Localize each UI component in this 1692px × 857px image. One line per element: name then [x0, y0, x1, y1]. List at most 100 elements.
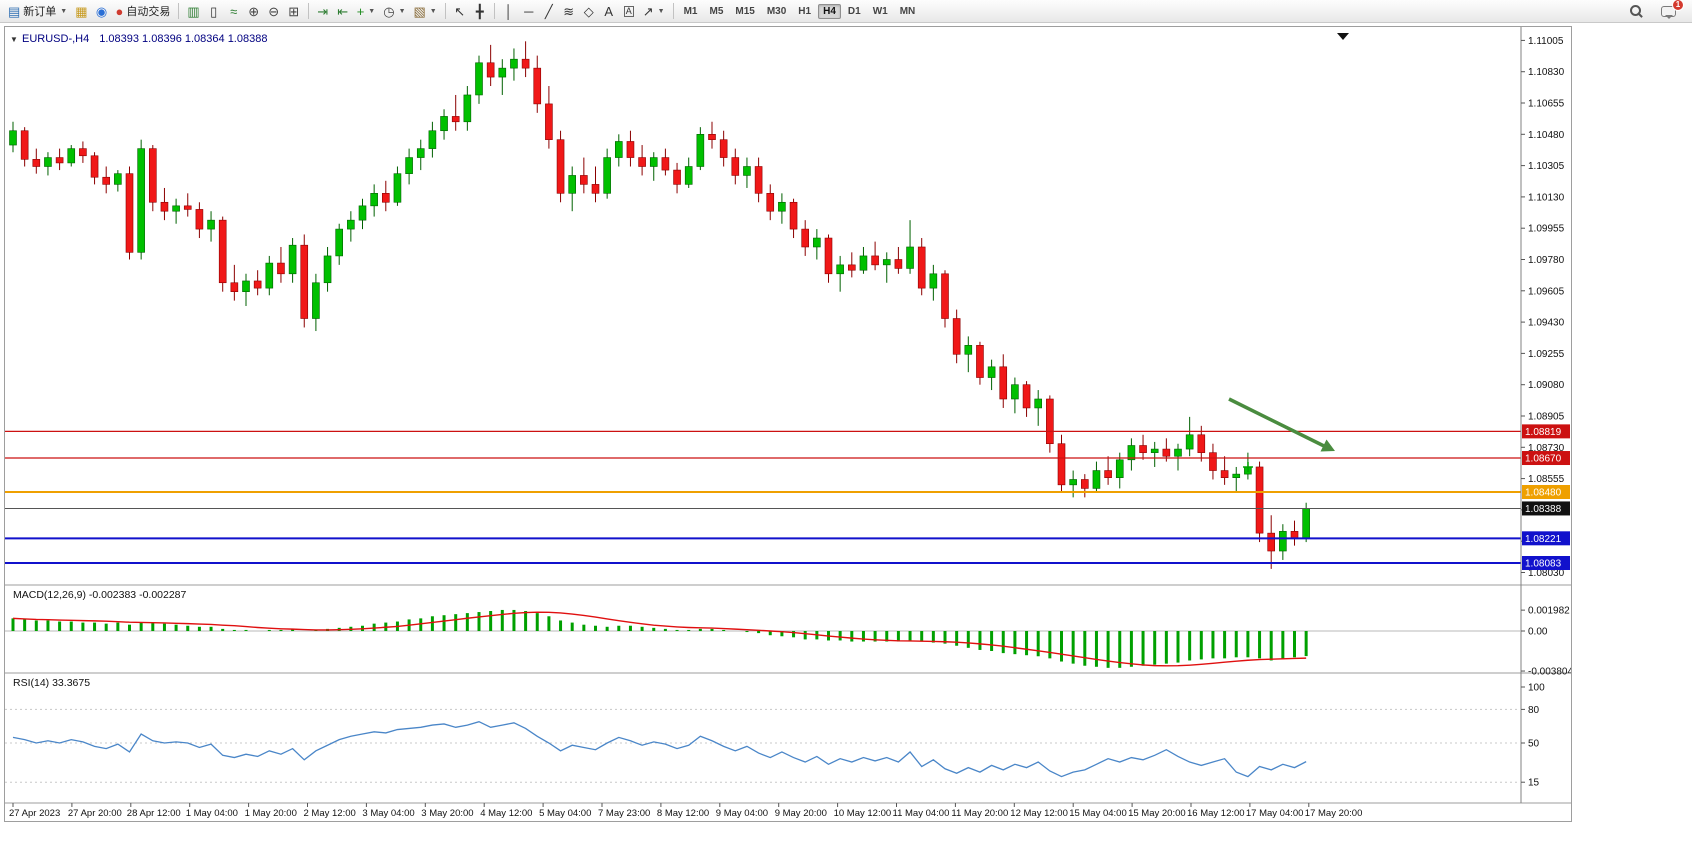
auto-scroll-icon: ⇥	[317, 3, 329, 19]
search-button[interactable]	[1626, 2, 1647, 21]
price-tick-label: 1.09430	[1528, 318, 1565, 329]
trendline-icon: ╱	[544, 3, 553, 19]
cursor-icon: ↖	[454, 3, 466, 19]
price-axis[interactable]: 1.11005 1.10830 1.10655 1.10480 1.10305 1.101…	[1521, 36, 1570, 579]
toolbar-separator	[672, 3, 674, 19]
autotrading-button[interactable]: ● 自动交易	[112, 2, 175, 21]
timeframe-m1[interactable]: M1	[683, 5, 698, 17]
toolbar-separator	[178, 3, 180, 19]
price-tick-label: 1.09605	[1528, 286, 1565, 297]
candlestick-button[interactable]: ▯	[204, 2, 224, 21]
macd-tick-label: 0.00	[1528, 627, 1548, 638]
text-label-icon: A	[623, 5, 634, 17]
timeframe-w1[interactable]: W1	[872, 5, 888, 17]
arrows-button[interactable]: ↗ ▼	[639, 2, 669, 21]
date-tick-label: 27 Apr 20:00	[68, 808, 122, 819]
price-tick-label: 1.08030	[1528, 568, 1565, 579]
new-order-button[interactable]: ▤ 新订单 ▼	[4, 2, 71, 21]
vertical-line-button[interactable]: │	[499, 2, 519, 21]
tile-windows-button[interactable]: ⊞	[284, 2, 304, 21]
date-tick-label: 9 May 04:00	[716, 808, 768, 819]
macd-tick-label: 0.001982	[1528, 606, 1570, 617]
indicators-icon: +	[356, 3, 365, 19]
price-badge	[1522, 501, 1570, 516]
bar-chart-button[interactable]: ▥	[183, 2, 203, 21]
chat-button[interactable]: 1	[1657, 0, 1684, 21]
price-badge-label: 1.08221	[1525, 534, 1562, 545]
periods-button[interactable]: ◷ ▼	[379, 2, 409, 21]
horizontal-line-icon: ─	[524, 3, 534, 19]
chevron-down-icon: ▼	[429, 7, 437, 15]
rsi-tick-label: 15	[1528, 778, 1540, 789]
price-badge-label: 1.08388	[1525, 504, 1562, 515]
date-tick-label: 27 Apr 2023	[9, 808, 60, 819]
crosshair-button[interactable]: ╋	[470, 2, 490, 21]
rsi-label: RSI(14) 33.3675	[13, 677, 90, 689]
fibonacci-button[interactable]: ≋	[559, 2, 579, 21]
timeframe-mn[interactable]: MN	[899, 5, 916, 17]
price-level-lines[interactable]	[5, 430, 1521, 565]
toolbar-right: 1	[1626, 0, 1688, 22]
chat-icon	[1661, 5, 1676, 19]
timeframe-d1[interactable]: D1	[847, 5, 861, 17]
symbol-dropdown-icon[interactable]: ▼	[10, 35, 18, 44]
arrows-icon: ↗	[642, 3, 654, 19]
toolbar-separator	[307, 3, 309, 19]
price-tick-label: 1.09955	[1528, 224, 1565, 235]
line-chart-button[interactable]: ≈	[224, 2, 244, 21]
trendline-button[interactable]: ╱	[539, 2, 559, 21]
time-marker-triangle	[1337, 33, 1349, 40]
chevron-down-icon: ▼	[398, 7, 406, 15]
date-tick-label: 4 May 12:00	[480, 808, 532, 819]
date-tick-label: 11 May 04:00	[893, 808, 950, 819]
price-badge-label: 1.08819	[1525, 427, 1562, 438]
price-tick-label: 1.10830	[1528, 67, 1565, 78]
price-badge	[1522, 556, 1570, 571]
date-tick-label: 11 May 20:00	[951, 808, 1008, 819]
shapes-button[interactable]: ◇	[579, 2, 599, 21]
annotations[interactable]	[1228, 33, 1349, 472]
cursor-button[interactable]: ↖	[450, 2, 470, 21]
auto-scroll-button[interactable]: ⇥	[313, 2, 333, 21]
horizontal-line-button[interactable]: ─	[519, 2, 539, 21]
date-tick-label: 7 May 23:00	[598, 808, 650, 819]
date-axis[interactable]: 27 Apr 2023 27 Apr 20:00 28 Apr 12:00 1 May…	[9, 803, 1362, 819]
tile-windows-icon: ⊞	[288, 3, 300, 19]
shapes-icon: ◇	[583, 3, 594, 19]
date-tick-label: 15 May 20:00	[1128, 808, 1186, 819]
community-button[interactable]: ◉	[92, 2, 112, 21]
crosshair-icon: ╋	[475, 3, 484, 19]
bar-chart-icon: ▥	[187, 3, 200, 19]
zoom-out-button[interactable]: ⊖	[264, 2, 284, 21]
candlestick-series	[9, 41, 1310, 569]
date-tick-label: 3 May 20:00	[421, 808, 473, 819]
templates-button[interactable]: ▧ ▼	[410, 2, 441, 21]
price-tick-label: 1.10305	[1528, 161, 1565, 172]
indicators-button[interactable]: + ▼	[353, 2, 380, 21]
chart-shift-button[interactable]: ⇤	[333, 2, 353, 21]
timeframe-m30[interactable]: M30	[766, 5, 787, 17]
timeframe-m15[interactable]: M15	[735, 5, 755, 17]
trend-arrow[interactable]	[1228, 397, 1325, 448]
chart-canvas[interactable]: 1.11005 1.10830 1.10655 1.10480 1.10305 1.101…	[5, 27, 1571, 821]
chart-header: ▼ EURUSD-,H4 1.08393 1.08396 1.08364 1.083…	[10, 33, 267, 45]
text-label-button[interactable]: A	[619, 2, 639, 21]
panel-dividers	[5, 27, 1571, 804]
zoom-out-icon: ⊖	[268, 3, 280, 19]
zoom-in-button[interactable]: ⊕	[244, 2, 264, 21]
timeframe-h1[interactable]: H1	[798, 5, 812, 17]
chart-window-button[interactable]: ▦	[71, 2, 91, 21]
timeframe-h4[interactable]: H4	[818, 3, 841, 19]
date-tick-label: 10 May 12:00	[834, 808, 892, 819]
macd-tick-label: -0.003804	[1528, 667, 1571, 678]
price-tick-label: 1.10130	[1528, 192, 1565, 203]
timeframe-group: M1 M5 M15 M30 H1 H4 D1 W1 MN	[678, 0, 922, 22]
toolbar-separator	[444, 3, 446, 19]
timeframe-m5[interactable]: M5	[709, 5, 724, 17]
chevron-down-icon: ▼	[657, 7, 665, 15]
rsi-tick-label: 100	[1528, 683, 1545, 694]
text-icon: A	[604, 3, 614, 19]
date-tick-label: 2 May 12:00	[304, 808, 356, 819]
text-button[interactable]: A	[599, 2, 619, 21]
price-badge-label: 1.08083	[1525, 559, 1562, 570]
